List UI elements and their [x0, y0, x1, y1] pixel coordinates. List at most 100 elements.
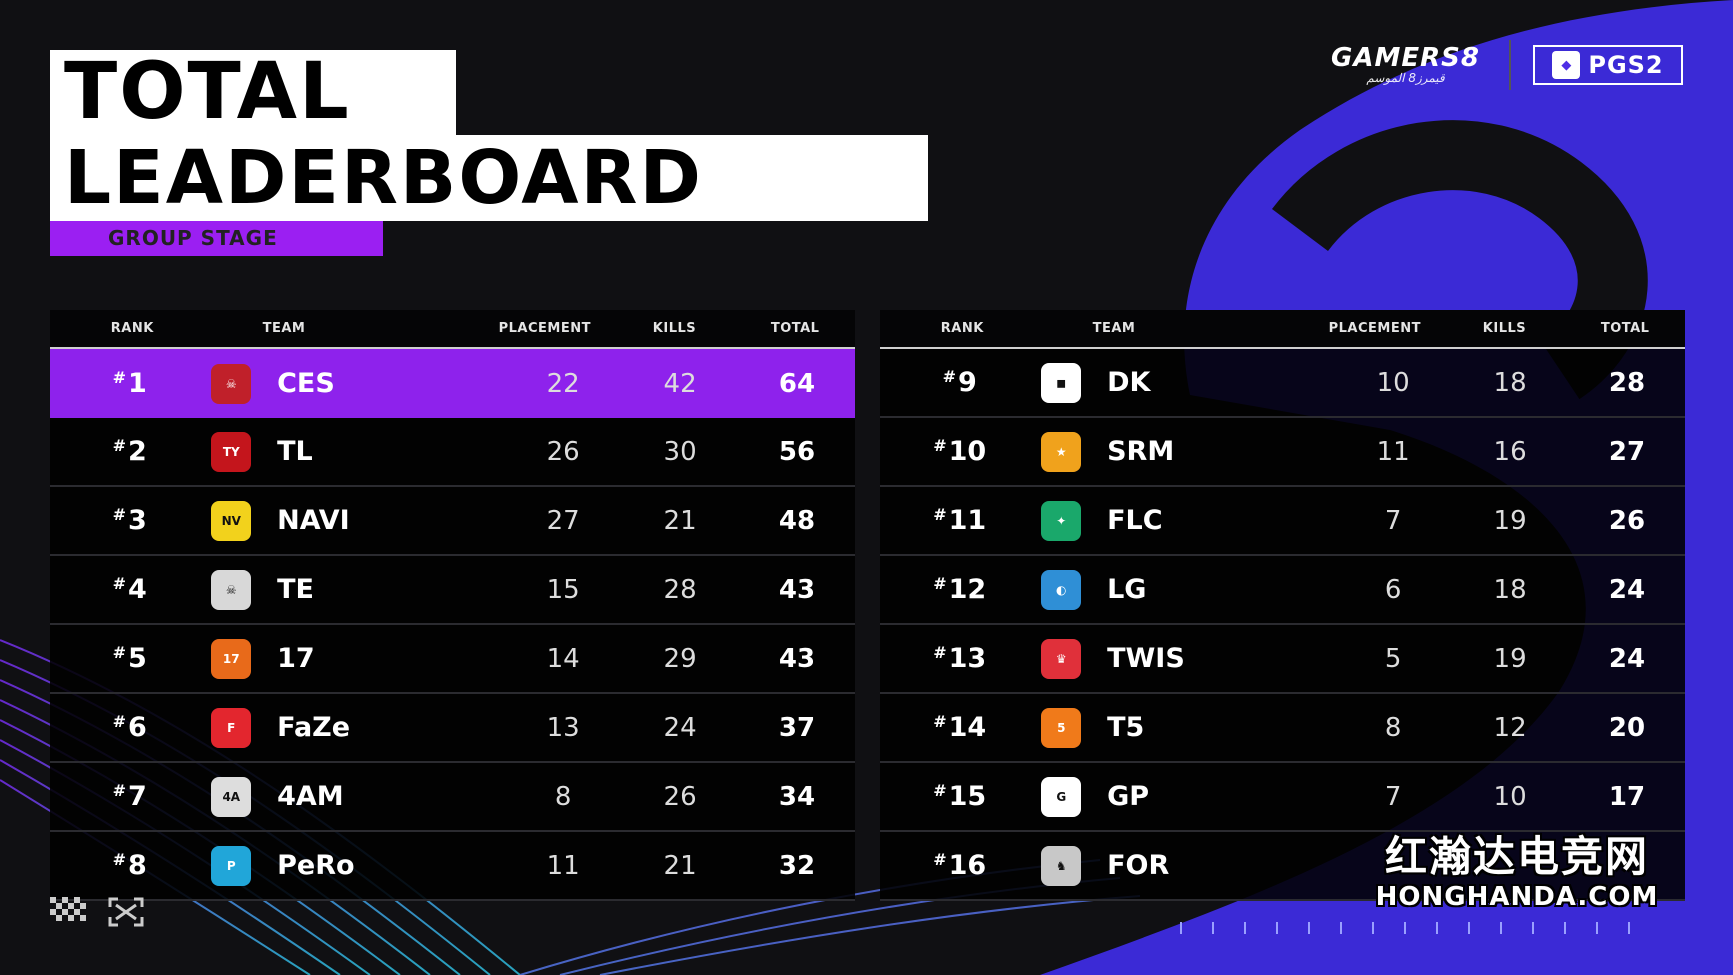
dk-logo-icon: ◼: [1041, 362, 1082, 403]
table-row: #12 ◐ LG 6 18 24: [880, 556, 1685, 625]
col-team: TEAM: [262, 321, 306, 336]
te-logo-icon: ☠: [211, 569, 252, 610]
decorative-ticks: [1180, 922, 1630, 934]
kills-value: 29: [663, 643, 697, 674]
total-value: 37: [778, 712, 816, 743]
col-placement: PLACEMENT: [498, 321, 591, 336]
rank-cell: #15: [933, 781, 987, 812]
table-row: #13 ♛ TWIS 5 19 24: [880, 625, 1685, 694]
col-placement: PLACEMENT: [1328, 321, 1421, 336]
rank-value: 12: [948, 574, 987, 605]
falcons-logo-icon: ✦: [1041, 500, 1082, 541]
kills-value: 10: [1493, 781, 1527, 812]
rank-value: 5: [128, 643, 147, 674]
rank-cell: #5: [112, 643, 147, 674]
kills-value: 16: [1493, 436, 1527, 467]
team-name: NAVI: [277, 505, 350, 536]
placement-value: 7: [1384, 505, 1402, 536]
total-value: 64: [778, 368, 816, 399]
kills-value: 30: [663, 436, 697, 467]
17-gaming-logo-icon: 17: [211, 638, 252, 679]
kills-value: 18: [1493, 367, 1527, 398]
pero-logo-icon: P: [211, 845, 252, 886]
table-header: RANK TEAM PLACEMENT KILLS TOTAL: [50, 310, 855, 349]
watermark-cn: 红瀚达电竞网: [1384, 832, 1649, 881]
kills-value: 19: [1493, 505, 1527, 536]
table-row: #7 4A 4AM 8 26 34: [50, 763, 855, 832]
kills-value: 28: [663, 574, 697, 605]
team-name: T5: [1107, 712, 1145, 743]
table-row: #11 ✦ FLC 7 19 26: [880, 487, 1685, 556]
rank-value: 9: [958, 367, 977, 398]
col-kills: KILLS: [1482, 321, 1527, 336]
rank-value: 6: [128, 712, 147, 743]
total-value: 34: [778, 781, 816, 812]
team-logo: ☠: [197, 569, 265, 610]
kills-value: 26: [663, 781, 697, 812]
gp-logo-icon: G: [1041, 776, 1082, 817]
rank-value: 14: [948, 712, 987, 743]
team-logo: ◐: [1027, 569, 1095, 610]
team-name: TWIS: [1107, 643, 1185, 674]
for-logo-icon: ♞: [1041, 845, 1082, 886]
placement-value: 13: [546, 712, 580, 743]
ces-logo-icon: ☠: [211, 363, 252, 404]
total-value: 17: [1608, 781, 1646, 812]
placement-value: 11: [546, 850, 580, 881]
table-row: #2 TY TL 26 30 56: [50, 418, 855, 487]
event-logo: ◆ PGS2: [1533, 45, 1683, 85]
navi-logo-icon: NV: [211, 500, 252, 541]
placement-value: 15: [546, 574, 580, 605]
rank-value: 2: [128, 436, 147, 467]
kills-value: 21: [663, 850, 697, 881]
rank-value: 1: [128, 368, 147, 399]
team-name: FaZe: [277, 712, 351, 743]
rank-value: 10: [948, 436, 987, 467]
col-total: TOTAL: [770, 321, 820, 336]
col-rank: RANK: [940, 321, 984, 336]
rank-cell: #13: [933, 643, 987, 674]
team-name: 4AM: [277, 781, 344, 812]
rank-cell: #11: [933, 505, 987, 536]
brand-divider: [1509, 40, 1511, 90]
sponsor-logo: GAMERS8 قيمرز8 الموسم: [1318, 42, 1493, 88]
total-value: 24: [1608, 574, 1646, 605]
table-row: #8 P PeRo 11 21 32: [50, 832, 855, 901]
team-name: GP: [1107, 781, 1150, 812]
team-logo: 17: [197, 638, 265, 679]
watermark-en: HONGHANDA.COM: [1375, 882, 1659, 912]
team-logo: TY: [197, 431, 265, 472]
team-logo: ♛: [1027, 638, 1095, 679]
t5-logo-icon: 5: [1041, 707, 1082, 748]
faze-logo-icon: F: [211, 707, 252, 748]
kills-value: 19: [1493, 643, 1527, 674]
team-logo: ★: [1027, 431, 1095, 472]
table-row: #3 NV NAVI 27 21 48: [50, 487, 855, 556]
leaderboard-right: RANK TEAM PLACEMENT KILLS TOTAL #9 ◼ DK 10 1…: [880, 310, 1685, 901]
col-total: TOTAL: [1600, 321, 1650, 336]
placement-value: 5: [1384, 643, 1402, 674]
rank-value: 7: [128, 781, 147, 812]
corner-icons: [50, 897, 144, 927]
sponsor-logo-text: GAMERS8: [1331, 43, 1480, 73]
team-logo: F: [197, 707, 265, 748]
rank-cell: #3: [112, 505, 147, 536]
table-header: RANK TEAM PLACEMENT KILLS TOTAL: [880, 310, 1685, 349]
total-value: 24: [1608, 643, 1646, 674]
table-row: #16 ♞ FOR: [880, 832, 1685, 901]
team-logo: P: [197, 845, 265, 886]
rank-cell: #7: [112, 781, 147, 812]
rank-value: 3: [128, 505, 147, 536]
placement-value: 26: [546, 436, 580, 467]
table-row: #4 ☠ TE 15 28 43: [50, 556, 855, 625]
rank-cell: #12: [933, 574, 987, 605]
page-title-line2: LEADERBOARD: [50, 135, 928, 221]
kills-value: 12: [1493, 712, 1527, 743]
team-name: DK: [1107, 367, 1151, 398]
srm-logo-icon: ★: [1041, 431, 1082, 472]
team-logo: ✦: [1027, 500, 1095, 541]
table-row: #6 F FaZe 13 24 37: [50, 694, 855, 763]
team-name: FOR: [1107, 850, 1170, 881]
team-logo: ☠: [197, 363, 265, 404]
team-logo: NV: [197, 500, 265, 541]
